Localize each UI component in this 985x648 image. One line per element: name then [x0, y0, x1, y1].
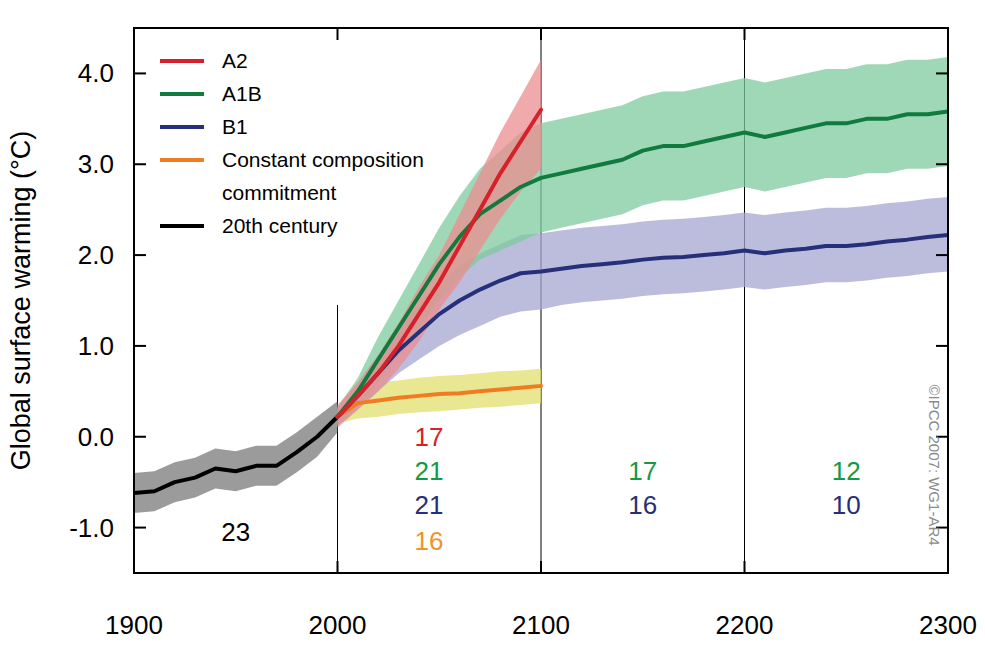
y-tick-label: 3.0 [78, 149, 114, 179]
y-axis-label: Global surface warming (°C) [6, 131, 36, 470]
copyright: ©IPCC 2007: WG1-AR4 [926, 384, 943, 545]
legend-label: 20th century [222, 214, 338, 237]
y-tick [134, 436, 146, 438]
series-line [338, 112, 949, 417]
legend-label: B1 [222, 115, 248, 138]
uncertainty-band [338, 57, 949, 426]
y-tick [936, 163, 948, 165]
y-tick [134, 345, 146, 347]
x-tick [947, 561, 949, 573]
x-tick [337, 561, 339, 573]
y-tick [936, 345, 948, 347]
legend-label: Constant compositioncommitment [222, 148, 424, 204]
legend-swatch [160, 125, 204, 129]
chart: 1900 2000 2100 2200 2300 -1.0 0.0 1.0 2.0 3.0 4.0 G… [0, 0, 985, 648]
x-tick [540, 28, 542, 40]
annotation: 16 [415, 526, 444, 556]
x-tick-label: 2100 [512, 610, 570, 640]
x-tick [133, 28, 135, 40]
x-tick-label: 1900 [105, 610, 163, 640]
annotation: 21 [415, 490, 444, 520]
series-line [338, 386, 542, 417]
x-tick [337, 28, 339, 40]
x-tick-label: 2200 [716, 610, 774, 640]
uncertainty-band [134, 401, 338, 513]
y-tick-label: 1.0 [78, 331, 114, 361]
y-tick [134, 527, 146, 529]
series-group [134, 57, 948, 513]
x-tick [947, 28, 949, 40]
plot-frame [134, 28, 948, 573]
annotation: 16 [628, 490, 657, 520]
y-tick [134, 254, 146, 256]
annotation: 12 [832, 456, 861, 486]
legend-swatch [160, 59, 204, 63]
annotation: 10 [832, 490, 861, 520]
series-line [134, 417, 338, 493]
series-line [338, 235, 949, 417]
y-tick [134, 163, 146, 165]
x-tick [744, 561, 746, 573]
legend-swatch [160, 92, 204, 96]
legend: A2 A1B B1 Constant compositioncommitment 20t… [160, 49, 424, 237]
x-tick [133, 561, 135, 573]
annotation: 21 [415, 456, 444, 486]
x-tick [540, 561, 542, 573]
annotation: 17 [628, 456, 657, 486]
y-tick [936, 72, 948, 74]
y-tick [134, 72, 146, 74]
vline [337, 305, 338, 573]
y-tick [936, 254, 948, 256]
y-tick-label: -1.0 [69, 513, 114, 543]
annotation: 23 [221, 517, 250, 547]
x-tick-label: 2300 [919, 610, 977, 640]
x-tick [744, 28, 746, 40]
y-tick-label: 2.0 [78, 240, 114, 270]
legend-label: A2 [222, 49, 248, 72]
legend-label: A1B [222, 82, 262, 105]
annotation: 17 [415, 422, 444, 452]
y-tick-label: 0.0 [78, 422, 114, 452]
x-tick-label: 2000 [309, 610, 367, 640]
legend-swatch [160, 158, 204, 162]
legend-swatch [160, 224, 204, 228]
y-tick-label: 4.0 [78, 58, 114, 88]
